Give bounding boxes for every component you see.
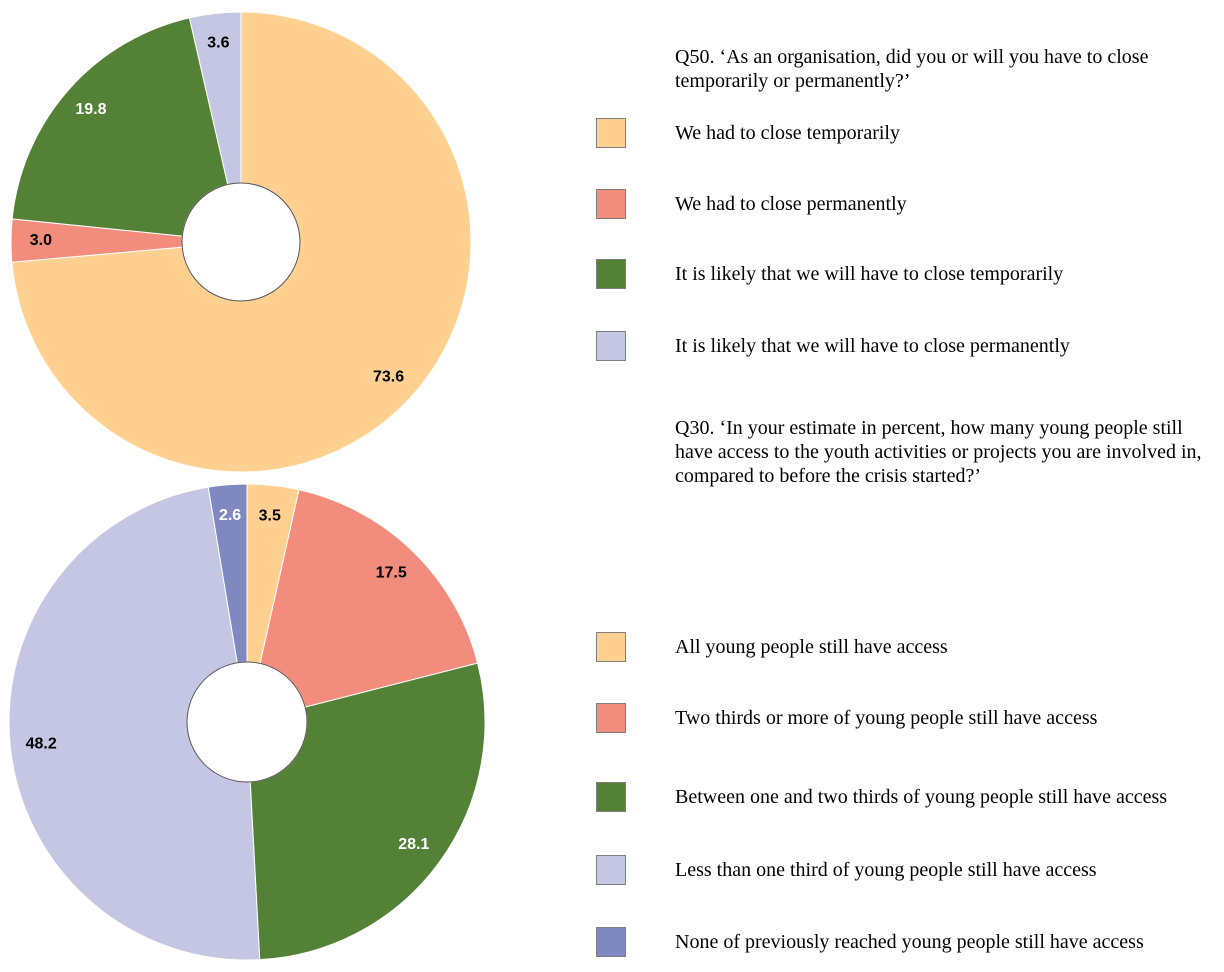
data-label: 17.5 xyxy=(376,565,407,582)
legend-label: It is likely that we will have to close … xyxy=(675,335,1070,357)
legend-label: Less than one third of young people stil… xyxy=(675,859,1097,881)
data-label: 3.6 xyxy=(207,34,229,51)
donut-hole xyxy=(181,182,301,302)
legend-label: We had to close permanently xyxy=(675,193,907,215)
data-label: 3.0 xyxy=(30,232,52,249)
slice xyxy=(11,17,229,237)
data-label: 73.6 xyxy=(373,368,404,385)
legend-label: It is likely that we will have to close … xyxy=(675,263,1064,285)
legend-swatch xyxy=(596,782,626,812)
legend-title: Q30. ‘In your estimate in percent, how m… xyxy=(675,417,1202,487)
data-label: 19.8 xyxy=(75,101,106,118)
legend-label: None of previously reached young people … xyxy=(675,931,1144,953)
data-label: 3.5 xyxy=(259,507,281,524)
legend-swatch xyxy=(596,632,626,662)
legend-label: We had to close temporarily xyxy=(675,122,900,144)
legend-label: Between one and two thirds of young peop… xyxy=(675,786,1168,808)
legend-swatch xyxy=(596,703,626,733)
legend-swatch xyxy=(596,118,626,148)
legend-swatch xyxy=(596,331,626,361)
legend-swatch xyxy=(596,855,626,885)
legend-swatch xyxy=(596,927,626,957)
data-label: 48.2 xyxy=(26,736,57,753)
legend-label: All young people still have access xyxy=(675,636,948,658)
legend-swatch xyxy=(596,259,626,289)
data-label: 28.1 xyxy=(398,836,429,853)
donut-hole xyxy=(186,661,308,783)
legend-label: Two thirds or more of young people still… xyxy=(675,707,1098,729)
legend-swatch xyxy=(596,189,626,219)
legend-title: Q50. ‘As an organisation, did you or wil… xyxy=(675,46,1149,92)
data-label: 2.6 xyxy=(219,507,241,524)
